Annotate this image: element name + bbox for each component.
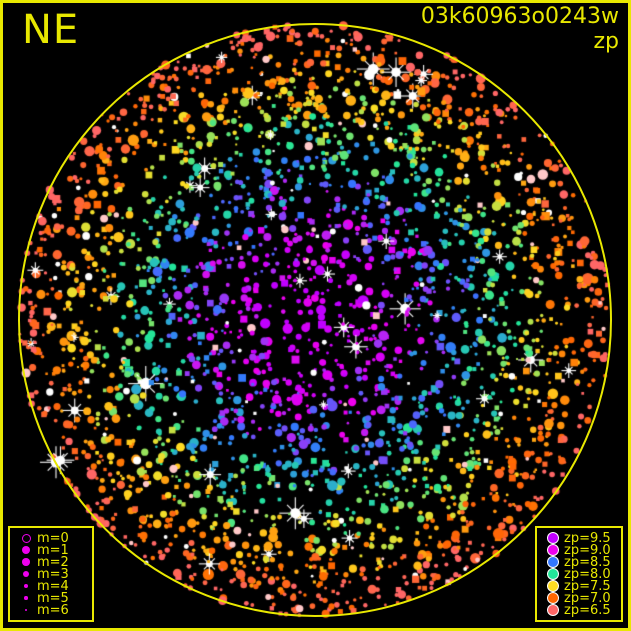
zeropoint-legend-label: zp=9.5: [564, 530, 611, 546]
magnitude-dot-icon: [24, 608, 28, 612]
zeropoint-legend-row: zp=9.0: [542, 542, 616, 558]
zeropoint-color-dot-icon: [548, 605, 558, 615]
zeropoint-swatch-cell: [542, 545, 564, 555]
magnitude-swatch-cell: [15, 608, 37, 612]
zeropoint-color-dot-icon: [548, 593, 558, 603]
magnitude-legend-row: m=3: [15, 566, 87, 582]
magnitude-swatch-cell: [15, 596, 37, 600]
zeropoint-legend-row: zp=7.5: [542, 578, 616, 594]
zeropoint-swatch-cell: [542, 581, 564, 591]
magnitude-legend-label: m=6: [37, 602, 69, 618]
zeropoint-legend-label: zp=7.5: [564, 578, 611, 594]
zeropoint-color-dot-icon: [548, 557, 558, 567]
zeropoint-swatch-cell: [542, 557, 564, 567]
magnitude-swatch-cell: [15, 571, 37, 577]
zeropoint-legend-row: zp=9.5: [542, 530, 616, 546]
zeropoint-legend-label: zp=8.0: [564, 566, 611, 582]
magnitude-swatch-cell: [15, 533, 37, 543]
zeropoint-legend: zp=9.5 zp=9.0 zp=8.5 zp=8.0 zp=7.5 zp=7.0 zp=6…: [535, 526, 623, 622]
magnitude-legend-label: m=0: [37, 530, 69, 546]
zeropoint-color-dot-icon: [548, 533, 558, 543]
magnitude-swatch-cell: [15, 558, 37, 566]
zeropoint-legend-label: zp=6.5: [564, 602, 611, 618]
zeropoint-swatch-cell: [542, 533, 564, 543]
magnitude-dot-icon: [22, 558, 30, 566]
magnitude-legend-label: m=5: [37, 590, 69, 606]
magnitude-legend-label: m=4: [37, 578, 69, 594]
field-identifier: 03k60963o0243w zp: [421, 4, 619, 54]
zeropoint-legend-label: zp=7.0: [564, 590, 611, 606]
zeropoint-legend-row: zp=8.0: [542, 566, 616, 582]
zeropoint-swatch-cell: [542, 593, 564, 603]
zeropoint-legend-label: zp=8.5: [564, 554, 611, 570]
magnitude-legend-row: m=2: [15, 554, 87, 570]
magnitude-dot-icon: [23, 571, 29, 577]
zeropoint-swatch-cell: [542, 569, 564, 579]
zeropoint-legend-row: zp=6.5: [542, 602, 616, 618]
zeropoint-legend-row: zp=8.5: [542, 554, 616, 570]
magnitude-legend-row: m=4: [15, 578, 87, 594]
zeropoint-swatch-cell: [542, 605, 564, 615]
magnitude-legend-label: m=1: [37, 542, 69, 558]
zeropoint-color-dot-icon: [548, 569, 558, 579]
zeropoint-color-dot-icon: [548, 581, 558, 591]
magnitude-legend: m=0 m=1 m=2 m=3 m=4 m=5 m=6: [8, 526, 94, 622]
magnitude-legend-label: m=2: [37, 554, 69, 570]
magnitude-legend-row: m=1: [15, 542, 87, 558]
zeropoint-legend-row: zp=7.0: [542, 590, 616, 606]
magnitude-dot-icon: [23, 583, 29, 589]
magnitude-swatch-cell: [15, 545, 37, 555]
magnitude-dot-icon: [24, 596, 28, 600]
magnitude-legend-row: m=5: [15, 590, 87, 606]
magnitude-legend-label: m=3: [37, 566, 69, 582]
zeropoint-legend-label: zp=9.0: [564, 542, 611, 558]
magnitude-ring-icon: [21, 533, 31, 543]
magnitude-legend-row: m=6: [15, 602, 87, 618]
magnitude-dot-icon: [21, 545, 31, 555]
magnitude-swatch-cell: [15, 583, 37, 589]
field-id-subtext: zp: [593, 29, 619, 54]
direction-label: NE: [22, 7, 80, 53]
zeropoint-color-dot-icon: [548, 545, 558, 555]
magnitude-legend-row: m=0: [15, 530, 87, 546]
field-id-text: 03k60963o0243w: [420, 4, 619, 29]
